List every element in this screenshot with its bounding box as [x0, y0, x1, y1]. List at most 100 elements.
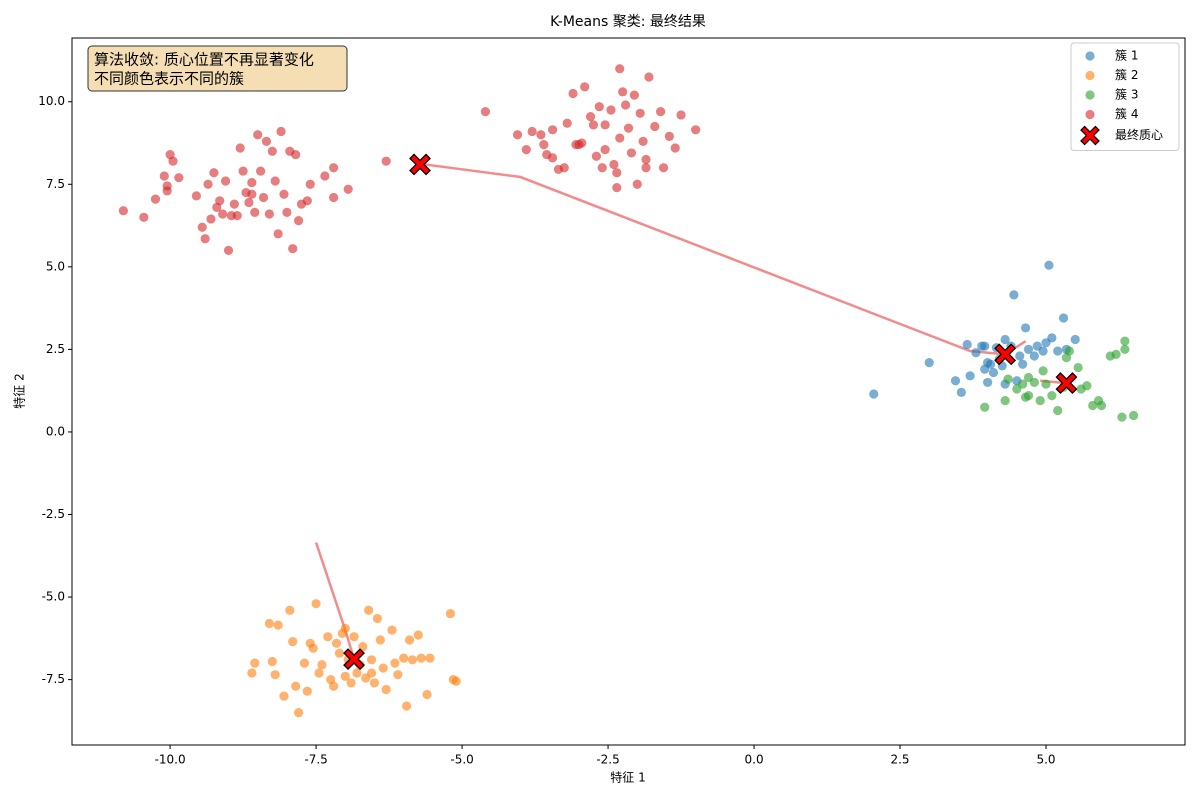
- data-point: [612, 182, 622, 193]
- x-tick-label: 0.0: [745, 753, 764, 767]
- data-point: [364, 605, 374, 615]
- data-point: [256, 166, 266, 176]
- data-point: [664, 131, 674, 142]
- data-point: [1120, 344, 1130, 354]
- data-point: [331, 638, 342, 648]
- data-point: [988, 367, 999, 378]
- y-tick-label: 2.5: [46, 342, 65, 356]
- data-point: [200, 234, 210, 244]
- data-point: [270, 176, 280, 186]
- x-tick-label: -2.5: [596, 753, 619, 767]
- data-point: [159, 171, 169, 181]
- data-point: [983, 358, 993, 368]
- data-point: [366, 668, 377, 678]
- data-point: [329, 681, 339, 691]
- y-tick-label: 10.0: [38, 94, 65, 108]
- centroid-marker: [994, 343, 1017, 366]
- centroid-marker: [1055, 372, 1078, 394]
- data-point: [369, 678, 380, 688]
- data-point: [1029, 351, 1039, 361]
- data-point: [1003, 374, 1013, 384]
- legend-marker: [1085, 90, 1095, 100]
- data-point: [1020, 323, 1031, 333]
- data-point: [317, 660, 327, 670]
- data-point: [1023, 391, 1034, 401]
- data-point: [547, 125, 558, 135]
- data-point: [1129, 410, 1139, 421]
- data-point: [638, 136, 648, 146]
- data-point: [305, 179, 315, 189]
- legend-box: [1070, 42, 1180, 151]
- x-tick-label: -10.0: [155, 753, 186, 767]
- legend-label: 簇 2: [1115, 67, 1138, 82]
- data-point: [218, 209, 228, 219]
- data-point: [656, 107, 666, 117]
- annotation-box: [87, 45, 348, 92]
- data-point: [597, 163, 607, 173]
- data-point: [559, 163, 569, 173]
- data-point: [203, 179, 213, 189]
- x-tick-label: 2.5: [890, 753, 909, 767]
- data-point: [1018, 379, 1028, 389]
- data-point: [261, 136, 272, 146]
- data-point: [1082, 381, 1092, 391]
- x-tick-label: 5.0: [1036, 753, 1055, 767]
- data-point: [229, 199, 239, 209]
- data-point: [1035, 395, 1045, 406]
- data-point: [270, 670, 280, 680]
- data-point: [209, 168, 219, 178]
- data-point: [971, 348, 981, 358]
- data-point: [562, 118, 572, 128]
- plot-area: [118, 64, 1139, 718]
- data-point: [393, 670, 403, 680]
- data-point: [378, 663, 388, 673]
- data-point: [267, 656, 277, 667]
- data-point: [329, 163, 339, 173]
- y-tick-label: 5.0: [46, 259, 65, 273]
- data-point: [691, 125, 701, 135]
- data-point: [247, 668, 257, 678]
- data-point: [168, 156, 178, 166]
- data-point: [232, 211, 242, 221]
- data-point: [1000, 334, 1010, 345]
- data-point: [372, 613, 383, 624]
- x-tick-label: -5.0: [450, 753, 473, 767]
- data-point: [618, 87, 628, 97]
- data-point: [965, 371, 975, 381]
- data-point: [962, 339, 972, 350]
- annotation-text: 算法收敛: 质心位置不再显著变化: [94, 51, 314, 69]
- y-axis-label: 特征 2: [12, 373, 27, 408]
- data-point: [536, 130, 546, 140]
- centroid-marker: [409, 153, 431, 176]
- data-point: [1053, 405, 1063, 416]
- data-point: [1093, 395, 1104, 406]
- data-point: [1117, 412, 1127, 422]
- data-point: [1015, 351, 1025, 361]
- x-axis-label: 特征 1: [610, 770, 645, 785]
- data-point: [950, 376, 961, 386]
- data-point: [276, 126, 286, 137]
- data-point: [422, 689, 432, 700]
- data-point: [626, 148, 637, 158]
- data-point: [606, 105, 616, 115]
- data-point: [612, 168, 622, 178]
- data-point: [247, 189, 257, 199]
- data-point: [288, 637, 298, 647]
- data-point: [547, 153, 558, 163]
- data-point: [118, 206, 128, 216]
- data-point: [258, 192, 269, 203]
- data-point: [1073, 362, 1083, 373]
- data-point: [591, 151, 601, 161]
- x-tick-label: -7.5: [304, 753, 327, 767]
- data-point: [329, 192, 339, 203]
- data-point: [285, 605, 295, 615]
- legend-label: 簇 3: [1115, 87, 1138, 102]
- legend-marker: [1085, 70, 1095, 81]
- data-point: [1111, 349, 1121, 359]
- data-point: [206, 214, 216, 224]
- data-point: [407, 655, 418, 665]
- data-point: [1009, 290, 1019, 300]
- data-point: [215, 196, 225, 206]
- data-point: [250, 207, 260, 217]
